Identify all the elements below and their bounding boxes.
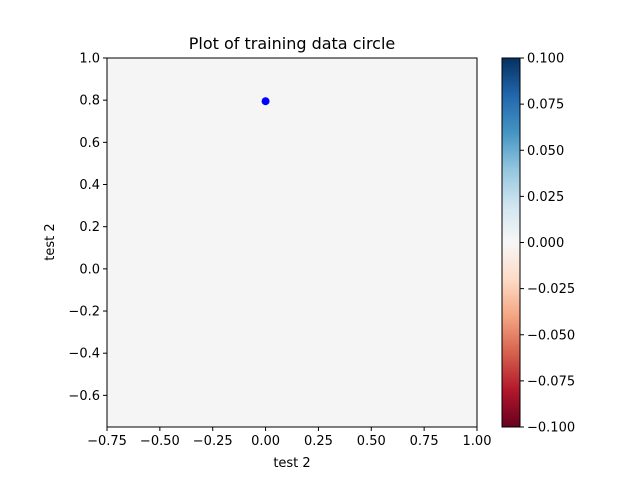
colorbar-tick-label: 0.100	[527, 52, 564, 67]
colorbar-tick-label: 0.075	[527, 98, 564, 113]
y-tick-label: 1.0	[79, 52, 100, 67]
y-axis: −0.6 −0.4 −0.2 0.0 0.2 0.4 0.6 0.8 1.0	[68, 52, 107, 404]
colorbar-tick-label: 0.050	[527, 144, 564, 159]
y-axis-title: test 2	[43, 223, 58, 260]
x-axis-title: test 2	[273, 456, 310, 471]
colorbar-tick-label: −0.050	[527, 328, 575, 343]
x-tick-label: 0.75	[410, 434, 439, 449]
x-tick-label: −0.25	[193, 434, 233, 449]
y-tick-label: 0.6	[79, 136, 100, 151]
colorbar-tick-label: −0.100	[527, 421, 575, 436]
colorbar	[502, 58, 520, 427]
plot-frame	[106, 57, 478, 428]
y-tick-label: 0.2	[79, 220, 100, 235]
x-tick-label: −0.50	[140, 434, 180, 449]
colorbar-tick-label: 0.000	[527, 236, 564, 251]
x-tick-label: 0.50	[357, 434, 386, 449]
x-tick-label: 0.25	[304, 434, 333, 449]
data-point	[261, 97, 270, 106]
x-tick-label: 1.00	[463, 434, 492, 449]
plot-background	[107, 58, 477, 427]
chart-title: Plot of training data circle	[189, 34, 396, 53]
colorbar-tick-label: 0.025	[527, 190, 564, 205]
y-tick-label: 0.0	[79, 262, 100, 277]
x-axis: −0.75 −0.50 −0.25 0.00 0.25 0.50 0.75 1.00	[87, 427, 491, 449]
y-tick-label: −0.2	[68, 305, 100, 320]
colorbar-axis: −0.100 −0.075 −0.050 −0.025 0.000 0.025 0.050 0…	[520, 52, 575, 436]
points-layer	[261, 97, 270, 106]
colorbar-tick-label: −0.075	[527, 374, 575, 389]
y-tick-label: −0.6	[68, 389, 100, 404]
x-tick-label: 0.00	[251, 434, 280, 449]
y-tick-label: −0.4	[68, 347, 100, 362]
y-tick-label: 0.4	[79, 178, 100, 193]
x-tick-label: −0.75	[87, 434, 127, 449]
y-tick-label: 0.8	[79, 94, 100, 109]
colorbar-tick-label: −0.025	[527, 282, 575, 297]
